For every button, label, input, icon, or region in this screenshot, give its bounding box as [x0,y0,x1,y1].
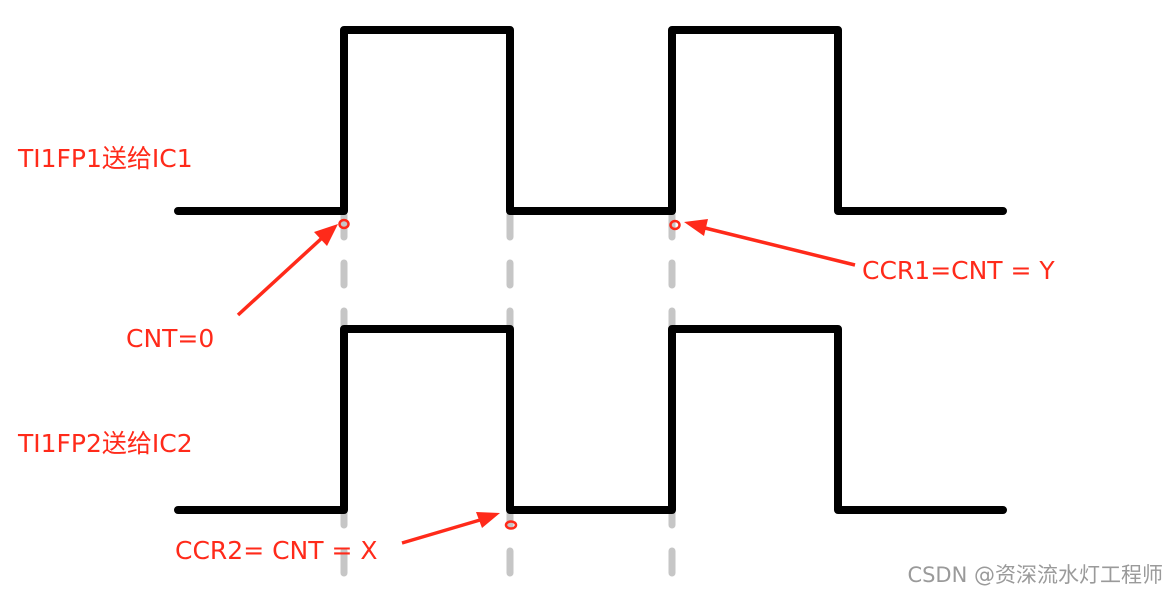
arrowhead-ccr2 [476,512,500,528]
capture-marker-ccr1 [669,219,681,231]
capture-marker-cnt-zero [338,218,350,230]
arrow-ccr2 [401,518,481,545]
arrowhead-ccr1 [684,219,708,236]
label-ccr1: CCR1=CNT = Y [862,256,1055,285]
arrow-cnt-zero [236,236,324,317]
label-cnt-zero: CNT=0 [126,324,214,353]
watermark: CSDN @资深流水灯工程师 [907,563,1163,587]
label-ccr2: CCR2= CNT = X [175,536,377,565]
capture-marker-ccr2 [504,520,518,530]
label-signal-ic2: TI1FP2送给IC2 [17,429,193,458]
waveform-ic1 [174,26,1007,215]
arrow-ccr1 [704,226,856,267]
arrowhead-cnt-zero [314,224,338,246]
waveform-ic2 [174,325,1007,514]
label-signal-ic1: TI1FP1送给IC1 [17,144,193,173]
